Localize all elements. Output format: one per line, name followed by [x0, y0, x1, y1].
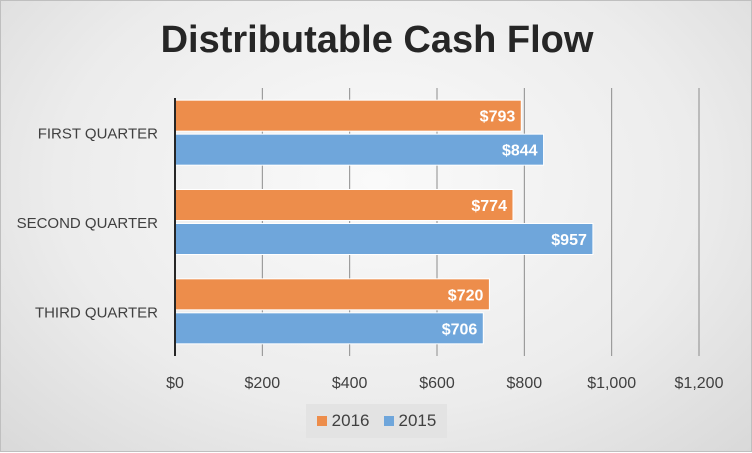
legend-item-2015: 2015: [383, 411, 437, 431]
bar-2015: [174, 312, 484, 345]
x-tick-label: $400: [332, 375, 368, 392]
data-label: $720: [448, 287, 484, 304]
legend-swatch-2015: [383, 416, 394, 426]
bar-2016: [174, 99, 522, 132]
bar-2015: [174, 133, 545, 166]
x-tick-label: $600: [419, 375, 455, 392]
legend-item-2016: 2016: [316, 411, 370, 431]
x-tick-label: $1,000: [587, 375, 636, 392]
data-label: $957: [551, 232, 587, 249]
bar-2016: [174, 278, 490, 311]
legend: 2016 2015: [306, 404, 447, 438]
x-tick-label: $800: [507, 375, 543, 392]
data-label: $706: [442, 321, 478, 338]
legend-swatch-2016: [316, 416, 327, 426]
x-tick-label: $200: [245, 375, 281, 392]
category-label: SECOND QUARTER: [17, 215, 159, 232]
legend-label-2016: 2016: [331, 411, 370, 430]
category-label: FIRST QUARTER: [38, 126, 158, 143]
data-label: $774: [471, 198, 507, 215]
bar-2015: [174, 223, 594, 255]
data-label: $793: [480, 109, 516, 126]
x-tick-label: $1,200: [675, 375, 724, 392]
chart-title: Distributable Cash Flow: [160, 19, 594, 61]
legend-label-2015: 2015: [398, 411, 437, 430]
category-label: THIRD QUARTER: [35, 304, 158, 321]
x-tick-label: $0: [166, 375, 184, 392]
data-label: $844: [502, 143, 538, 160]
bar-2016: [174, 189, 514, 221]
